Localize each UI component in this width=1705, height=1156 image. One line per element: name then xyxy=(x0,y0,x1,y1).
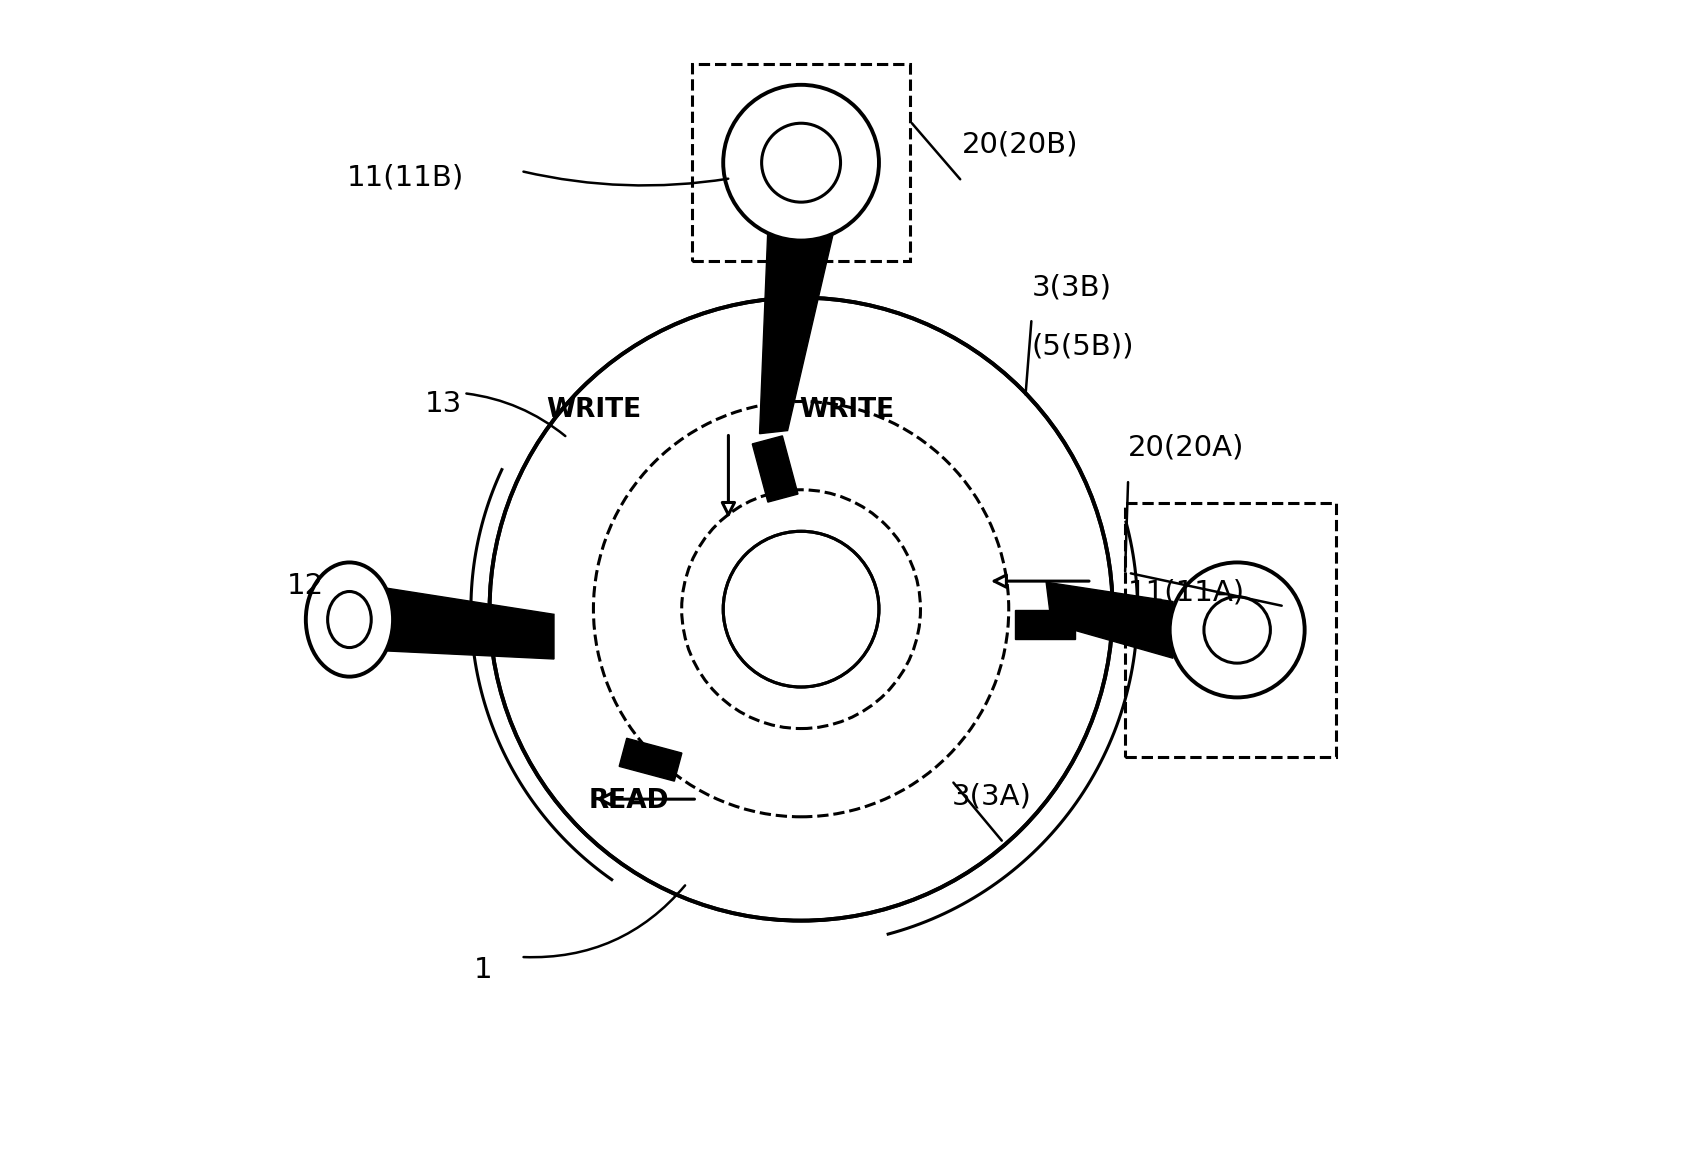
Polygon shape xyxy=(1045,583,1173,658)
Text: 11(11B): 11(11B) xyxy=(346,163,464,192)
Ellipse shape xyxy=(305,563,392,676)
Circle shape xyxy=(723,532,878,687)
Text: 20(20A): 20(20A) xyxy=(1127,434,1243,461)
Polygon shape xyxy=(1014,610,1074,639)
Text: READ: READ xyxy=(588,788,668,815)
Circle shape xyxy=(489,297,1112,920)
Polygon shape xyxy=(387,588,554,659)
Polygon shape xyxy=(759,229,834,434)
Text: 20(20B): 20(20B) xyxy=(962,131,1078,158)
Text: 1: 1 xyxy=(474,956,493,984)
Text: WRITE: WRITE xyxy=(798,397,893,423)
Bar xyxy=(692,64,909,261)
Circle shape xyxy=(1170,563,1304,697)
Text: 3(3B): 3(3B) xyxy=(1032,274,1112,302)
Text: 12: 12 xyxy=(286,571,324,600)
Text: 13: 13 xyxy=(425,390,462,417)
Text: 11(11A): 11(11A) xyxy=(1127,579,1245,607)
Text: 3(3A): 3(3A) xyxy=(951,783,1032,810)
Text: WRITE: WRITE xyxy=(546,397,641,423)
Text: (5(5B)): (5(5B)) xyxy=(1032,333,1134,361)
Bar xyxy=(1124,503,1335,756)
Circle shape xyxy=(723,84,878,240)
Polygon shape xyxy=(752,436,798,502)
Polygon shape xyxy=(619,739,682,781)
